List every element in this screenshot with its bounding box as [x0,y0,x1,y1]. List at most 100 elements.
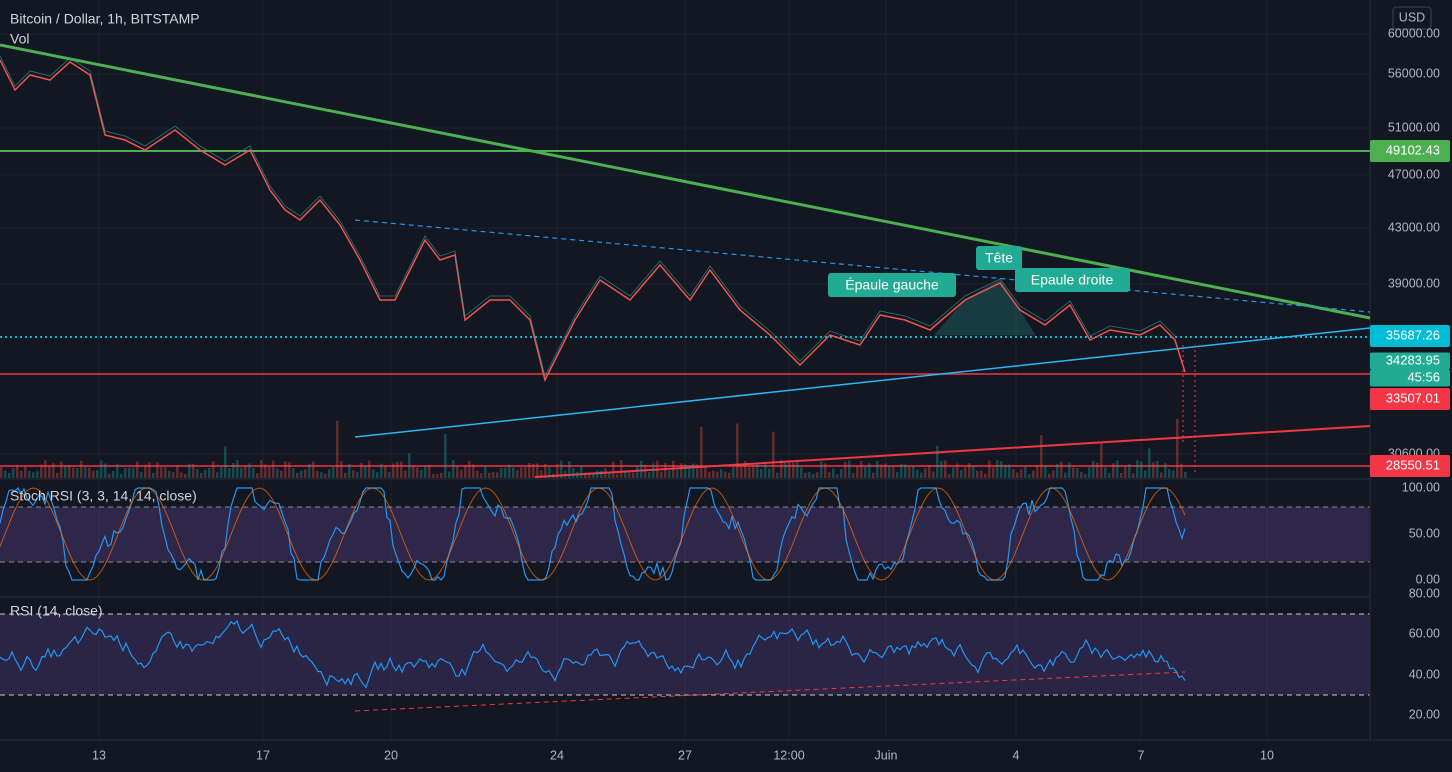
volume-bar [1000,461,1003,478]
volume-bar [844,461,847,478]
price-badge [1370,369,1450,387]
annotation: Tête [985,250,1013,266]
volume-bar [1172,470,1175,478]
volume-bar [84,467,87,478]
annotation-box [976,246,1022,270]
volume-bar [244,466,247,478]
volume-bar [428,464,431,478]
volume-bar [52,463,55,478]
volume-bar [112,470,115,478]
volume-bar [332,467,335,478]
volume-bar [608,472,611,478]
volume-bar [1140,461,1143,478]
volume-bar [972,466,975,478]
volume-bar [1060,461,1063,478]
volume-bar [440,472,443,478]
volume-bar [16,464,19,478]
volume-bar [444,433,447,478]
volume-bar [12,468,15,478]
volume-bar [700,426,703,478]
volume-bar [32,472,35,478]
volume-bar [320,472,323,478]
volume-bar [812,473,815,478]
volume-bar [1124,466,1127,478]
volume-bar [928,465,931,478]
volume-bar [1180,463,1183,478]
volume-bar [224,446,227,478]
rsi-tick: 40.00 [1409,667,1440,681]
green-trendline [0,43,1371,320]
annotation-box [828,273,956,297]
volume-bar [924,468,927,478]
time-tick: 24 [550,748,564,762]
time-tick: 10 [1260,748,1274,762]
volume-bar [272,460,275,478]
volume-bar [640,460,643,478]
volume-bar [132,467,135,478]
volume-bar [1164,463,1167,478]
volume-bar [480,473,483,478]
price-path-up [0,55,1176,378]
volume-bar [240,467,243,478]
volume-bar [220,467,223,478]
volume-bar [328,469,331,478]
volume-bar [4,470,7,478]
volume-bar [840,469,843,478]
volume-bar [868,463,871,478]
rsi-tick: 80.00 [1409,586,1440,600]
volume-bar [656,460,659,478]
volume-bar [832,468,835,478]
volume-bar [488,472,491,478]
volume-bar [684,464,687,478]
volume-bar [544,463,547,478]
volume-bar [588,472,591,478]
volume-bar [176,465,179,478]
volume-bar [1016,472,1019,478]
volume-bar [216,472,219,478]
volume-bar [432,473,435,478]
volume-bar [612,461,615,478]
rsi-line [0,620,1186,689]
volume-bar [1096,462,1099,478]
currency-button[interactable] [1392,6,1432,30]
volume-bar [340,460,343,478]
volume-label: Vol [10,31,29,47]
currency[interactable]: USD [1399,10,1425,24]
price-tick: 60000.00 [1388,26,1440,40]
volume-bar [880,464,883,478]
volume-bar [948,473,951,478]
volume-bar [1160,472,1163,478]
time-tick: 12:00 [773,748,804,762]
volume-bar [560,460,563,478]
volume-bar [500,468,503,478]
volume-bar [652,463,655,478]
axes: 60000.00 56000.00 51000.00 47000.00 43000.00… [92,26,1450,762]
rsi-tick: 20.00 [1409,707,1440,721]
time-tick: 20 [384,748,398,762]
volume-bar [696,464,699,478]
volume-bar [48,466,51,478]
volume-bar [904,464,907,478]
price-badge-label: 35687.26 [1386,327,1440,342]
volume-bar [376,472,379,478]
volume-bar [708,471,711,478]
volume-bar [420,469,423,478]
volume-bar [424,466,427,478]
rsi-label: RSI (14, close) [10,603,103,619]
price-badge-label: 45:56 [1407,369,1440,384]
volume-bar [988,460,991,478]
resistance-dashed [354,219,1371,313]
volume-bar [60,461,63,478]
volume-bar [976,470,979,478]
volume-bar [324,473,327,478]
volume-bar [348,463,351,478]
volume-bar [872,472,875,478]
volume-bar [744,461,747,478]
volume-bar [8,472,11,478]
price-tick: 39000.00 [1388,276,1440,290]
volume-bar [392,463,395,478]
volume-bar [1076,468,1079,478]
volume-bar [960,469,963,478]
volume-bar [108,473,111,478]
volume-bar [780,460,783,478]
